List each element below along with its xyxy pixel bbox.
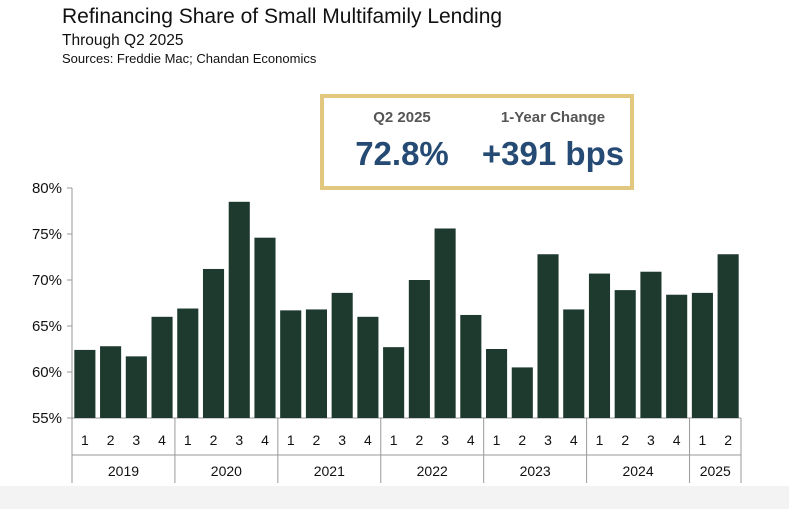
x-quarter-label: 1: [596, 432, 604, 448]
bar: [228, 201, 250, 418]
x-quarter-label: 2: [107, 432, 115, 448]
kpi-current-label: Q2 2025: [373, 109, 431, 126]
bar: [74, 349, 96, 418]
bar: [434, 228, 456, 418]
y-tick-label: 70%: [32, 272, 62, 289]
x-quarter-label: 4: [261, 432, 269, 448]
x-quarter-label: 3: [235, 432, 243, 448]
x-quarter-label: 1: [493, 432, 501, 448]
chart-sources: Sources: Freddie Mac; Chandan Economics: [62, 51, 317, 66]
x-quarter-label: 2: [415, 432, 423, 448]
x-year-label: 2022: [417, 463, 448, 479]
x-year-label: 2020: [211, 463, 242, 479]
bar: [357, 316, 379, 418]
x-quarter-label: 2: [621, 432, 629, 448]
x-year-label: 2019: [108, 463, 139, 479]
x-year-label: 2025: [700, 463, 731, 479]
bar: [383, 347, 405, 418]
footer-band: [0, 486, 789, 509]
x-quarter-label: 1: [184, 432, 192, 448]
bar: [486, 349, 508, 418]
x-quarter-label: 3: [647, 432, 655, 448]
x-quarter-label: 1: [287, 432, 295, 448]
bar: [640, 271, 662, 418]
chart-title: Refinancing Share of Small Multifamily L…: [62, 5, 503, 28]
x-quarter-label: 4: [570, 432, 578, 448]
y-tick-label: 80%: [32, 180, 62, 197]
bar: [717, 254, 739, 418]
x-year-label: 2024: [622, 463, 653, 479]
x-quarter-label: 1: [699, 432, 707, 448]
x-quarter-label: 3: [132, 432, 140, 448]
kpi-change-value: +391 bps: [481, 135, 625, 172]
x-quarter-label: 1: [81, 432, 89, 448]
kpi-change: 1-Year Change +391 bps: [479, 108, 627, 176]
x-quarter-label: 4: [673, 432, 681, 448]
x-quarter-label: 2: [210, 432, 218, 448]
chart-subtitle: Through Q2 2025: [62, 32, 184, 49]
kpi-change-label: 1-Year Change: [500, 109, 606, 126]
x-quarter-label: 3: [544, 432, 552, 448]
bar: [614, 290, 636, 418]
x-quarter-label: 3: [441, 432, 449, 448]
bar: [305, 309, 327, 418]
bar: [588, 273, 611, 418]
bar: [254, 237, 276, 418]
y-tick-label: 55%: [32, 410, 62, 427]
x-quarter-label: 2: [313, 432, 321, 448]
x-quarter-label: 4: [467, 432, 475, 448]
x-quarter-label: 3: [338, 432, 346, 448]
y-tick-label: 75%: [32, 226, 62, 243]
kpi-current: Q2 2025 72.8%: [342, 108, 462, 176]
bar: [125, 356, 147, 418]
kpi-current-value: 72.8%: [355, 135, 449, 172]
bar: [151, 316, 173, 418]
bar: [537, 254, 559, 418]
bar: [331, 292, 353, 418]
x-quarter-label: 2: [518, 432, 526, 448]
x-quarter-label: 4: [158, 432, 166, 448]
bar: [511, 367, 533, 418]
bar: [460, 314, 482, 418]
bar: [408, 280, 430, 418]
bar: [691, 292, 713, 418]
x-quarter-label: 4: [364, 432, 372, 448]
bar: [100, 346, 122, 418]
x-quarter-label: 2: [724, 432, 732, 448]
y-tick-label: 60%: [32, 364, 62, 381]
y-tick-label: 65%: [32, 318, 62, 335]
bar: [177, 308, 199, 418]
bar: [666, 294, 688, 418]
kpi-box: Q2 2025 72.8% 1-Year Change +391 bps: [320, 94, 634, 190]
x-year-label: 2021: [314, 463, 345, 479]
x-year-label: 2023: [520, 463, 551, 479]
bar: [563, 309, 585, 418]
bar: [202, 268, 225, 418]
bar: [280, 310, 302, 418]
x-quarter-label: 1: [390, 432, 398, 448]
